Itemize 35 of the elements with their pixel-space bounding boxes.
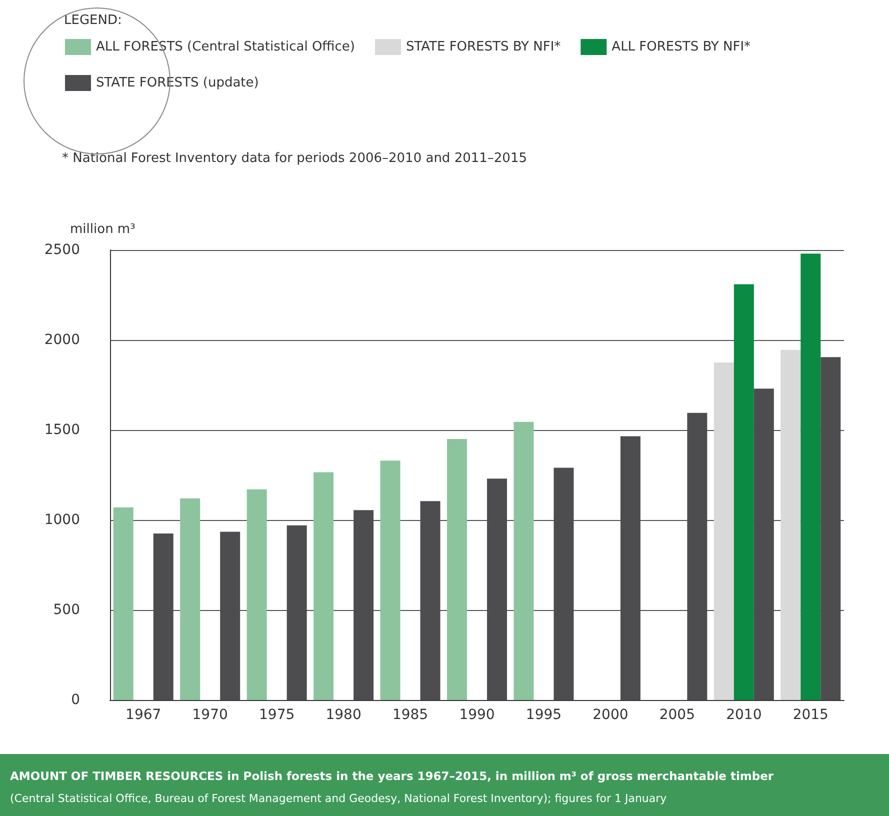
y-axis-title: million m³	[70, 222, 136, 237]
bar	[514, 422, 534, 700]
x-tick-label: 2015	[792, 707, 828, 723]
bar	[714, 362, 734, 700]
y-tick-label: 1000	[44, 512, 80, 528]
bar	[246, 489, 267, 700]
x-tick-label: 1985	[392, 707, 428, 723]
bar	[734, 284, 754, 700]
x-tick-label: 1975	[259, 707, 295, 723]
bar	[113, 507, 134, 700]
y-tick-label: 1500	[44, 422, 80, 438]
text: AMOUNT OF TIMBER RESOURCES in Polish forests in the years 1967–2015, in million m³ of gross merchantable timber	[10, 769, 774, 783]
y-tick-label: 2000	[44, 332, 80, 348]
text: * National Forest Inventory data for periods 2006–2010 and 2011–2015	[62, 151, 527, 166]
bar	[800, 254, 821, 700]
x-tick-label: 1995	[526, 707, 562, 723]
bar	[314, 472, 334, 700]
bar	[180, 498, 200, 700]
x-tick-label: 2010	[726, 707, 762, 723]
bar	[447, 439, 467, 700]
x-tick-label: 2000	[592, 707, 628, 723]
y-tick-label: 0	[71, 692, 80, 708]
bar	[380, 460, 400, 700]
y-tick-label: 2500	[44, 242, 80, 258]
x-tick-label: 1970	[192, 707, 228, 723]
text: (Central Statistical Office, Bureau of Forest Management and Geodesy, National Forest Inventory); figures for 1 January	[10, 792, 668, 805]
bar	[780, 350, 801, 700]
x-tick-label: 1990	[459, 707, 495, 723]
legend-title: LEGEND:	[64, 13, 122, 28]
legend-label: ALL FORESTS BY NFI*	[612, 40, 752, 54]
x-tick-label: 1980	[326, 707, 362, 723]
x-tick-label: 2005	[659, 707, 695, 723]
x-tick-label: 1967	[126, 707, 162, 723]
y-tick-label: 500	[53, 602, 80, 618]
legend-label: STATE FORESTS BY NFI*	[406, 40, 562, 54]
